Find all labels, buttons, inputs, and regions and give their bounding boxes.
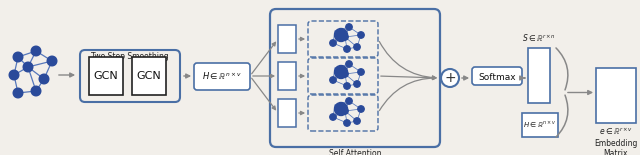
FancyBboxPatch shape [528, 48, 550, 103]
FancyBboxPatch shape [596, 68, 636, 123]
Circle shape [13, 52, 23, 62]
FancyBboxPatch shape [278, 62, 296, 90]
FancyBboxPatch shape [80, 50, 180, 102]
Circle shape [47, 56, 57, 66]
Circle shape [344, 120, 350, 126]
Text: GCN: GCN [136, 71, 161, 81]
Circle shape [330, 40, 336, 46]
Circle shape [342, 34, 348, 40]
Text: $H\in\mathbb{R}^{n\times v}$: $H\in\mathbb{R}^{n\times v}$ [524, 120, 557, 130]
Text: Embedding
Matrix: Embedding Matrix [595, 139, 637, 155]
Circle shape [342, 108, 348, 114]
Circle shape [358, 106, 364, 112]
Circle shape [346, 24, 352, 30]
Text: $H\in\mathbb{R}^{n\times v}$: $H\in\mathbb{R}^{n\times v}$ [202, 70, 242, 82]
Circle shape [344, 46, 350, 52]
FancyBboxPatch shape [132, 57, 166, 95]
Circle shape [335, 29, 348, 42]
Circle shape [31, 86, 41, 96]
FancyBboxPatch shape [472, 67, 522, 85]
Circle shape [330, 77, 336, 83]
Text: +: + [444, 71, 456, 85]
Circle shape [330, 114, 336, 120]
Circle shape [344, 83, 350, 89]
Text: Two Step Smoothing: Two Step Smoothing [91, 52, 169, 61]
FancyBboxPatch shape [308, 95, 378, 131]
Text: $S\in\mathbb{R}^{r\times n}$: $S\in\mathbb{R}^{r\times n}$ [522, 32, 556, 44]
Circle shape [31, 46, 41, 56]
Circle shape [23, 62, 33, 72]
Circle shape [358, 32, 364, 38]
FancyBboxPatch shape [308, 21, 378, 57]
Text: Self Attention: Self Attention [329, 149, 381, 155]
Circle shape [346, 61, 352, 67]
Circle shape [354, 81, 360, 87]
Circle shape [335, 102, 348, 115]
Circle shape [13, 88, 23, 98]
Circle shape [358, 69, 364, 75]
Circle shape [354, 44, 360, 50]
Circle shape [335, 66, 348, 78]
FancyBboxPatch shape [278, 25, 296, 53]
Circle shape [346, 98, 352, 104]
FancyBboxPatch shape [522, 113, 558, 137]
Circle shape [354, 118, 360, 124]
FancyBboxPatch shape [89, 57, 123, 95]
FancyBboxPatch shape [308, 58, 378, 94]
Circle shape [9, 70, 19, 80]
FancyBboxPatch shape [194, 63, 250, 90]
Text: $e\in\mathbb{R}^{r\times v}$: $e\in\mathbb{R}^{r\times v}$ [599, 125, 633, 137]
Text: Softmax: Softmax [478, 73, 516, 82]
Circle shape [39, 74, 49, 84]
Circle shape [342, 71, 348, 77]
Text: GCN: GCN [93, 71, 118, 81]
FancyBboxPatch shape [270, 9, 440, 147]
FancyBboxPatch shape [278, 99, 296, 127]
Circle shape [441, 69, 459, 87]
